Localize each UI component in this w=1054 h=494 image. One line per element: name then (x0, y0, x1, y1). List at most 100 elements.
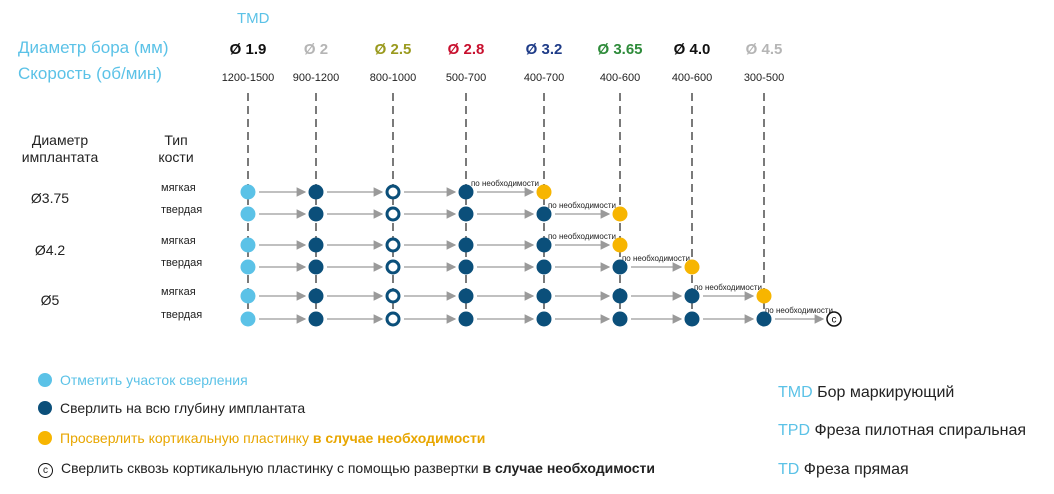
if-needed-label-0-0: по необходимости (471, 179, 539, 188)
optional-dot-0-1 (612, 206, 628, 222)
full-dot-icon (38, 401, 52, 415)
full-dot-1-0-3 (458, 237, 474, 253)
drill-diameter-1: Ø 2 (304, 41, 328, 58)
full-dot-2-0-6 (684, 288, 700, 304)
if-needed-label-2-1: по необходимости (765, 306, 833, 315)
full-dot-2-1-1 (308, 311, 324, 327)
drill-diameter-7: Ø 4.5 (746, 41, 783, 58)
legend-full: Сверлить на всю глубину имплантата (38, 400, 305, 416)
full-dot-2-1-5 (612, 311, 628, 327)
abbr-td-code: TD (778, 461, 800, 478)
bone-type-1-1: твердая (161, 257, 202, 269)
bone-type-1-0: мягкая (161, 235, 196, 247)
if-needed-label-1-1: по необходимости (622, 254, 690, 263)
drill-diameter-4: Ø 3.2 (526, 41, 563, 58)
drill-speed-2: 800-1000 (370, 72, 417, 84)
full-dot-2-0-5 (612, 288, 628, 304)
full-dot-1-0-4 (536, 237, 552, 253)
mark-dot-1-0 (240, 237, 256, 253)
bone-type-0-1: твердая (161, 204, 202, 216)
mark-dot-icon (38, 373, 52, 387)
drill-speed-5: 400-600 (600, 72, 640, 84)
drill-diameter-3: Ø 2.8 (448, 41, 485, 58)
drill-speed-7: 300-500 (744, 72, 784, 84)
full-dot-0-0-3 (458, 184, 474, 200)
full-dot-1-1-3 (458, 259, 474, 275)
bone-type-2-0: мягкая (161, 286, 196, 298)
abbr-td-text: Фреза прямая (799, 461, 909, 478)
ring-dot-1-0 (385, 237, 401, 253)
bone-type-header: Тип кости (158, 132, 194, 165)
full-dot-1-1-5 (612, 259, 628, 275)
full-dot-1-0-1 (308, 237, 324, 253)
legend-countersink-text: Сверлить сквозь кортикальную пластинку с… (61, 460, 483, 476)
legend-countersink-bold: в случае необходимости (482, 460, 656, 476)
ring-dot-2-0 (385, 288, 401, 304)
drill-speed-3: 500-700 (446, 72, 486, 84)
speed-label: Скорость (об/мин) (18, 64, 162, 83)
mark-dot-2-0 (240, 288, 256, 304)
ring-dot-0-1 (385, 206, 401, 222)
if-needed-label-0-1: по необходимости (548, 201, 616, 210)
full-dot-2-1-4 (536, 311, 552, 327)
drill-speed-6: 400-600 (672, 72, 712, 84)
mark-dot-2-1 (240, 311, 256, 327)
bone-type-0-0: мягкая (161, 182, 196, 194)
optional-dot-2-0 (756, 288, 772, 304)
ring-dot-1-1 (385, 259, 401, 275)
full-dot-2-0-3 (458, 288, 474, 304)
full-dot-0-1-1 (308, 206, 324, 222)
abbr-td: TD Фреза прямая (778, 461, 909, 479)
abbr-tpd-text: Фреза пилотная спиральная (810, 422, 1027, 439)
full-dot-2-1-3 (458, 311, 474, 327)
countersink-dot-2-1 (826, 311, 842, 327)
drill-diameter-label: Диаметр бора (мм) (18, 38, 169, 57)
abbr-tmd: TMD Бор маркирующий (778, 384, 954, 402)
mark-dot-1-1 (240, 259, 256, 275)
full-dot-0-0-1 (308, 184, 324, 200)
countersink-icon: c (38, 463, 53, 478)
full-dot-2-1-7 (756, 311, 772, 327)
if-needed-label-1-0: по необходимости (548, 232, 616, 241)
drill-diameter-2: Ø 2.5 (375, 41, 412, 58)
full-dot-1-1-1 (308, 259, 324, 275)
if-needed-label-2-0: по необходимости (694, 283, 762, 292)
mark-dot-0-0 (240, 184, 256, 200)
implant-diameter-1: Ø4.2 (35, 242, 66, 258)
drill-speed-1: 900-1200 (293, 72, 340, 84)
optional-dot-icon (38, 431, 52, 445)
full-dot-2-0-1 (308, 288, 324, 304)
legend-full-text: Сверлить на всю глубину имплантата (60, 400, 306, 416)
abbr-tmd-text: Бор маркирующий (812, 384, 955, 401)
ring-dot-2-1 (385, 311, 401, 327)
legend-mark-text: Отметить участок сверления (60, 372, 248, 388)
drill-diameter-6: Ø 4.0 (674, 41, 711, 58)
abbr-tpd-code: TPD (778, 422, 810, 439)
ring-dot-0-0 (385, 184, 401, 200)
full-dot-2-1-6 (684, 311, 700, 327)
legend-optional-text: Просверлить кортикальную пластинку (60, 430, 313, 446)
drill-diameter-0: Ø 1.9 (230, 41, 267, 58)
optional-dot-1-0 (612, 237, 628, 253)
tmd-label: TMD (237, 10, 270, 27)
mark-dot-0-1 (240, 206, 256, 222)
optional-dot-1-1 (684, 259, 700, 275)
legend-optional: Просверлить кортикальную пластинку в слу… (38, 430, 485, 446)
legend-countersink: c Сверлить сквозь кортикальную пластинку … (38, 460, 655, 478)
implant-diameter-0: Ø3.75 (31, 190, 69, 206)
abbr-tpd: TPD Фреза пилотная спиральная (778, 422, 1026, 440)
implant-diameter-header: Диаметр имплантата (21, 132, 99, 165)
full-dot-2-0-4 (536, 288, 552, 304)
full-dot-0-1-3 (458, 206, 474, 222)
countersink-symbol: c (832, 315, 837, 326)
abbr-tmd-code: TMD (778, 384, 813, 401)
implant-diameter-2: Ø5 (41, 292, 60, 308)
full-dot-1-1-4 (536, 259, 552, 275)
drill-speed-4: 400-700 (524, 72, 564, 84)
optional-dot-0-0 (536, 184, 552, 200)
drill-diameter-5: Ø 3.65 (597, 41, 642, 58)
legend-optional-bold: в случае необходимости (312, 430, 486, 446)
drill-speed-0: 1200-1500 (222, 72, 275, 84)
